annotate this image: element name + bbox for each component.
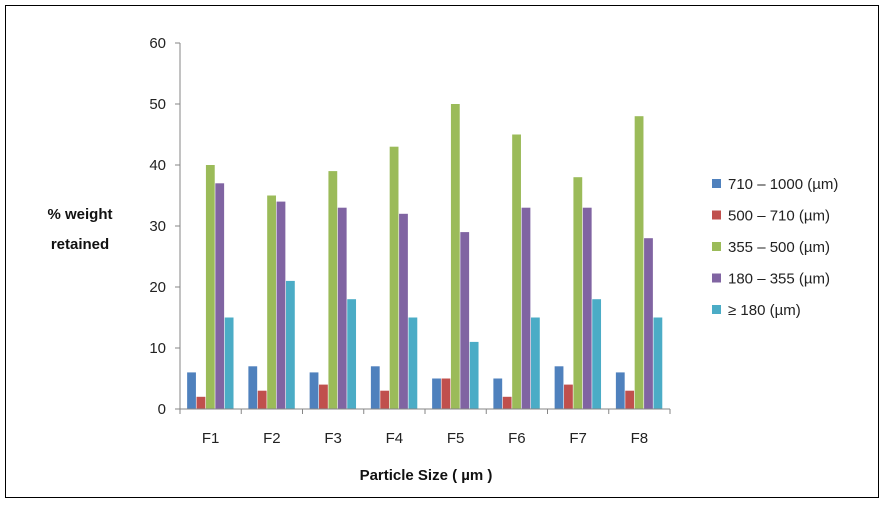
bar	[432, 378, 441, 409]
bar	[309, 372, 319, 409]
bar	[370, 366, 380, 409]
y-tick-label: 10	[149, 340, 166, 357]
y-axis-title-line-2: retained	[51, 236, 109, 253]
bar	[224, 317, 234, 409]
bar	[521, 207, 531, 409]
bar	[625, 390, 635, 409]
x-tick-label: F4	[386, 430, 404, 447]
x-axis-title: Particle Size ( µm )	[360, 467, 493, 484]
bar	[187, 372, 196, 409]
x-axis: F1 F2 F3 F4 F5 F6 F7 F8	[179, 408, 671, 447]
bar	[399, 213, 408, 409]
y-axis: 0 10 20 30 40 50 60	[149, 35, 181, 418]
y-tick-label: 0	[158, 401, 166, 418]
bar	[502, 396, 512, 409]
bar	[441, 378, 451, 409]
bar	[347, 299, 357, 409]
legend-swatch	[712, 242, 721, 251]
bar	[653, 317, 663, 409]
legend-label: ≥ 180 (µm)	[728, 302, 801, 319]
bar	[328, 171, 338, 409]
bar	[450, 104, 460, 409]
legend-swatch	[712, 179, 721, 188]
y-tick-label: 40	[149, 157, 166, 174]
bar	[573, 177, 583, 409]
x-tick-label: F5	[447, 430, 465, 447]
bar	[592, 299, 602, 409]
bar	[530, 317, 540, 409]
bar	[554, 366, 564, 409]
chart-frame	[5, 5, 879, 498]
bar	[564, 384, 573, 409]
bar	[319, 384, 328, 409]
bar	[215, 183, 225, 409]
bar	[493, 378, 503, 409]
legend-swatch	[712, 210, 721, 220]
bar	[257, 390, 267, 409]
y-tick-label: 20	[149, 279, 166, 296]
x-tick-label: F8	[631, 430, 649, 447]
x-tick-label: F6	[508, 430, 526, 447]
bar	[469, 341, 479, 409]
bar	[408, 317, 418, 409]
bar	[634, 116, 644, 409]
legend-label: 710 – 1000 (µm)	[728, 176, 838, 193]
bar	[512, 134, 521, 409]
bar	[337, 207, 347, 409]
bar	[248, 366, 258, 409]
bar	[582, 207, 592, 409]
bar	[196, 396, 206, 409]
legend: 710 – 1000 (µm) 500 – 710 (µm) 355 – 500 (…	[712, 176, 838, 319]
x-tick-label: F1	[202, 430, 220, 447]
y-tick-label: 60	[149, 35, 166, 52]
bar	[389, 146, 399, 409]
x-tick-label: F7	[569, 430, 587, 447]
x-tick-label: F3	[324, 430, 342, 447]
bar	[205, 165, 215, 409]
bar	[267, 195, 276, 409]
y-tick-label: 30	[149, 218, 166, 235]
bar	[285, 280, 295, 409]
legend-swatch	[712, 273, 721, 283]
bar	[276, 201, 286, 409]
bar	[380, 390, 390, 409]
bar	[615, 372, 625, 409]
legend-label: 355 – 500 (µm)	[728, 239, 830, 256]
x-tick-label: F2	[263, 430, 281, 447]
legend-label: 180 – 355 (µm)	[728, 271, 830, 288]
legend-label: 500 – 710 (µm)	[728, 208, 830, 225]
y-axis-title-line-1: % weight	[47, 206, 112, 223]
bar	[644, 238, 653, 409]
legend-swatch	[712, 305, 721, 314]
bar	[460, 232, 470, 409]
plot-area	[187, 104, 663, 409]
y-tick-label: 50	[149, 96, 166, 113]
